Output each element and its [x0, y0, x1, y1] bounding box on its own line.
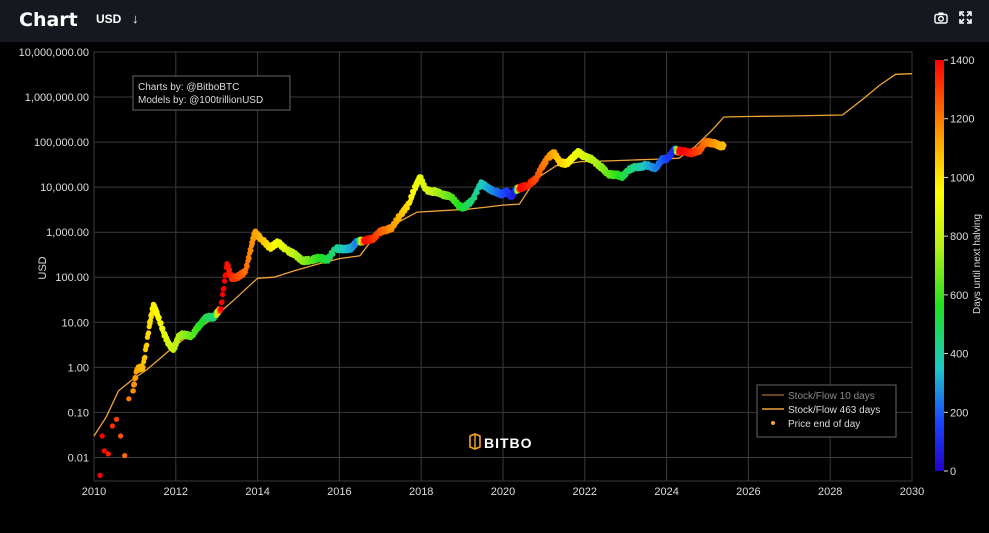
y-tick-label: 100,000.00: [34, 137, 89, 149]
y-tick-label: 10,000,000.00: [19, 47, 89, 59]
bitbo-logo-icon: [469, 433, 481, 450]
price-point: [474, 190, 480, 196]
price-point: [404, 205, 410, 211]
price-point: [472, 195, 478, 201]
price-point: [221, 278, 228, 284]
price-point: [140, 364, 146, 370]
price-point: [156, 314, 162, 321]
legend-label-sf463[interactable]: Stock/Flow 463 days: [788, 405, 880, 416]
watermark-text: BITBO: [484, 435, 533, 451]
y-tick-label: 1,000.00: [46, 227, 89, 239]
x-tick-label: 2018: [409, 486, 433, 498]
x-tick-label: 2010: [82, 486, 106, 498]
y-tick-label: 1,000,000.00: [25, 92, 89, 104]
x-tick-label: 2026: [736, 486, 760, 498]
y-tick-label: 0.10: [68, 407, 89, 419]
colorbar-tick-label: 600: [950, 290, 968, 302]
colorbar: 0 200 400 600 800 1000 1200 1400 Days until nex…: [935, 55, 983, 478]
x-tick-label: 2016: [327, 486, 351, 498]
price-point: [250, 236, 256, 242]
top-bar: Chart USD ↓: [0, 0, 989, 42]
price-point: [146, 330, 152, 336]
y-axis-label: USD: [37, 256, 49, 279]
price-point: [142, 354, 148, 360]
price-point: [721, 142, 727, 148]
colorbar-tick-label: 1200: [950, 114, 974, 126]
colorbar-tick-label: 400: [950, 349, 968, 361]
price-point: [158, 320, 164, 326]
price-point: [248, 247, 254, 254]
price-point: [421, 181, 427, 188]
price-point: [118, 433, 124, 439]
x-tick-label: 2028: [818, 486, 842, 498]
price-point: [97, 472, 103, 478]
colorbar-tick-label: 200: [950, 407, 968, 419]
chevron-down-icon: ↓: [132, 11, 139, 26]
price-point: [122, 453, 128, 459]
price-point: [218, 306, 224, 312]
price-point: [220, 291, 226, 298]
price-point: [101, 448, 107, 454]
y-tick-label: 100.00: [55, 272, 89, 284]
annotation-box: Charts by: @BitboBTC Models by: @100tril…: [132, 75, 291, 111]
page-title: Chart: [19, 9, 78, 31]
price-point: [244, 263, 250, 269]
price-point: [131, 381, 138, 388]
y-tick-label: 10,000.00: [40, 182, 89, 194]
expand-icon[interactable]: [959, 11, 972, 24]
grid: [93, 51, 913, 482]
price-point: [219, 299, 225, 305]
legend-swatch-price: [771, 421, 775, 425]
x-tick-label: 2014: [245, 486, 269, 498]
camera-icon[interactable]: [934, 11, 948, 25]
x-tick-label: 2012: [164, 486, 188, 498]
y-axis-ticks: 10,000,000.00 1,000,000.00 100,000.00 10,00…: [19, 47, 89, 464]
colorbar-ticks: 0 200 400 600 800 1000 1200 1400: [944, 55, 974, 478]
price-point: [160, 325, 166, 331]
price-point: [133, 375, 139, 381]
colorbar-tick-label: 1400: [950, 55, 974, 67]
price-point: [99, 433, 105, 439]
bitbo-watermark: BITBO: [469, 433, 533, 451]
currency-dropdown[interactable]: USD ↓: [96, 11, 139, 26]
price-point: [226, 267, 232, 273]
legend-label-price[interactable]: Price end of day: [788, 419, 860, 430]
price-point: [144, 342, 150, 348]
y-tick-label: 1.00: [68, 362, 89, 374]
price-point: [330, 251, 336, 257]
price-point: [225, 263, 231, 269]
chart-area[interactable]: 10,000,000.00 1,000,000.00 100,000.00 10,00…: [0, 42, 989, 533]
colorbar-tick-label: 0: [950, 466, 956, 478]
colorbar-tick-label: 800: [950, 231, 968, 243]
legend-label-sf10[interactable]: Stock/Flow 10 days: [788, 391, 875, 402]
price-point: [105, 451, 111, 457]
price-point: [109, 423, 115, 429]
price-point: [126, 396, 132, 402]
y-tick-label: 0.01: [68, 452, 89, 464]
x-tick-label: 2020: [491, 486, 515, 498]
price-point: [249, 240, 255, 246]
annotation-line-1: Charts by: @BitboBTC: [138, 82, 239, 93]
colorbar-tick-label: 1000: [950, 172, 974, 184]
x-tick-label: 2024: [654, 486, 678, 498]
currency-label: USD: [96, 12, 122, 26]
price-point: [246, 255, 252, 261]
price-end-of-day-series: [97, 137, 727, 478]
colorbar-gradient: [935, 60, 944, 471]
x-axis-ticks: 2010 2012 2014 2016 2018 2020 2022 2024 2026 2028…: [82, 486, 924, 498]
price-point: [221, 285, 227, 291]
x-tick-label: 2022: [573, 486, 597, 498]
y-tick-label: 10.00: [61, 317, 89, 329]
legend[interactable]: Stock/Flow 10 days Stock/Flow 463 days P…: [756, 384, 897, 438]
colorbar-label: Days until next halving: [972, 214, 983, 314]
annotation-line-2: Models by: @100trillionUSD: [138, 95, 263, 106]
price-point: [130, 388, 136, 394]
x-tick-label: 2030: [900, 486, 924, 498]
price-point: [113, 416, 120, 422]
